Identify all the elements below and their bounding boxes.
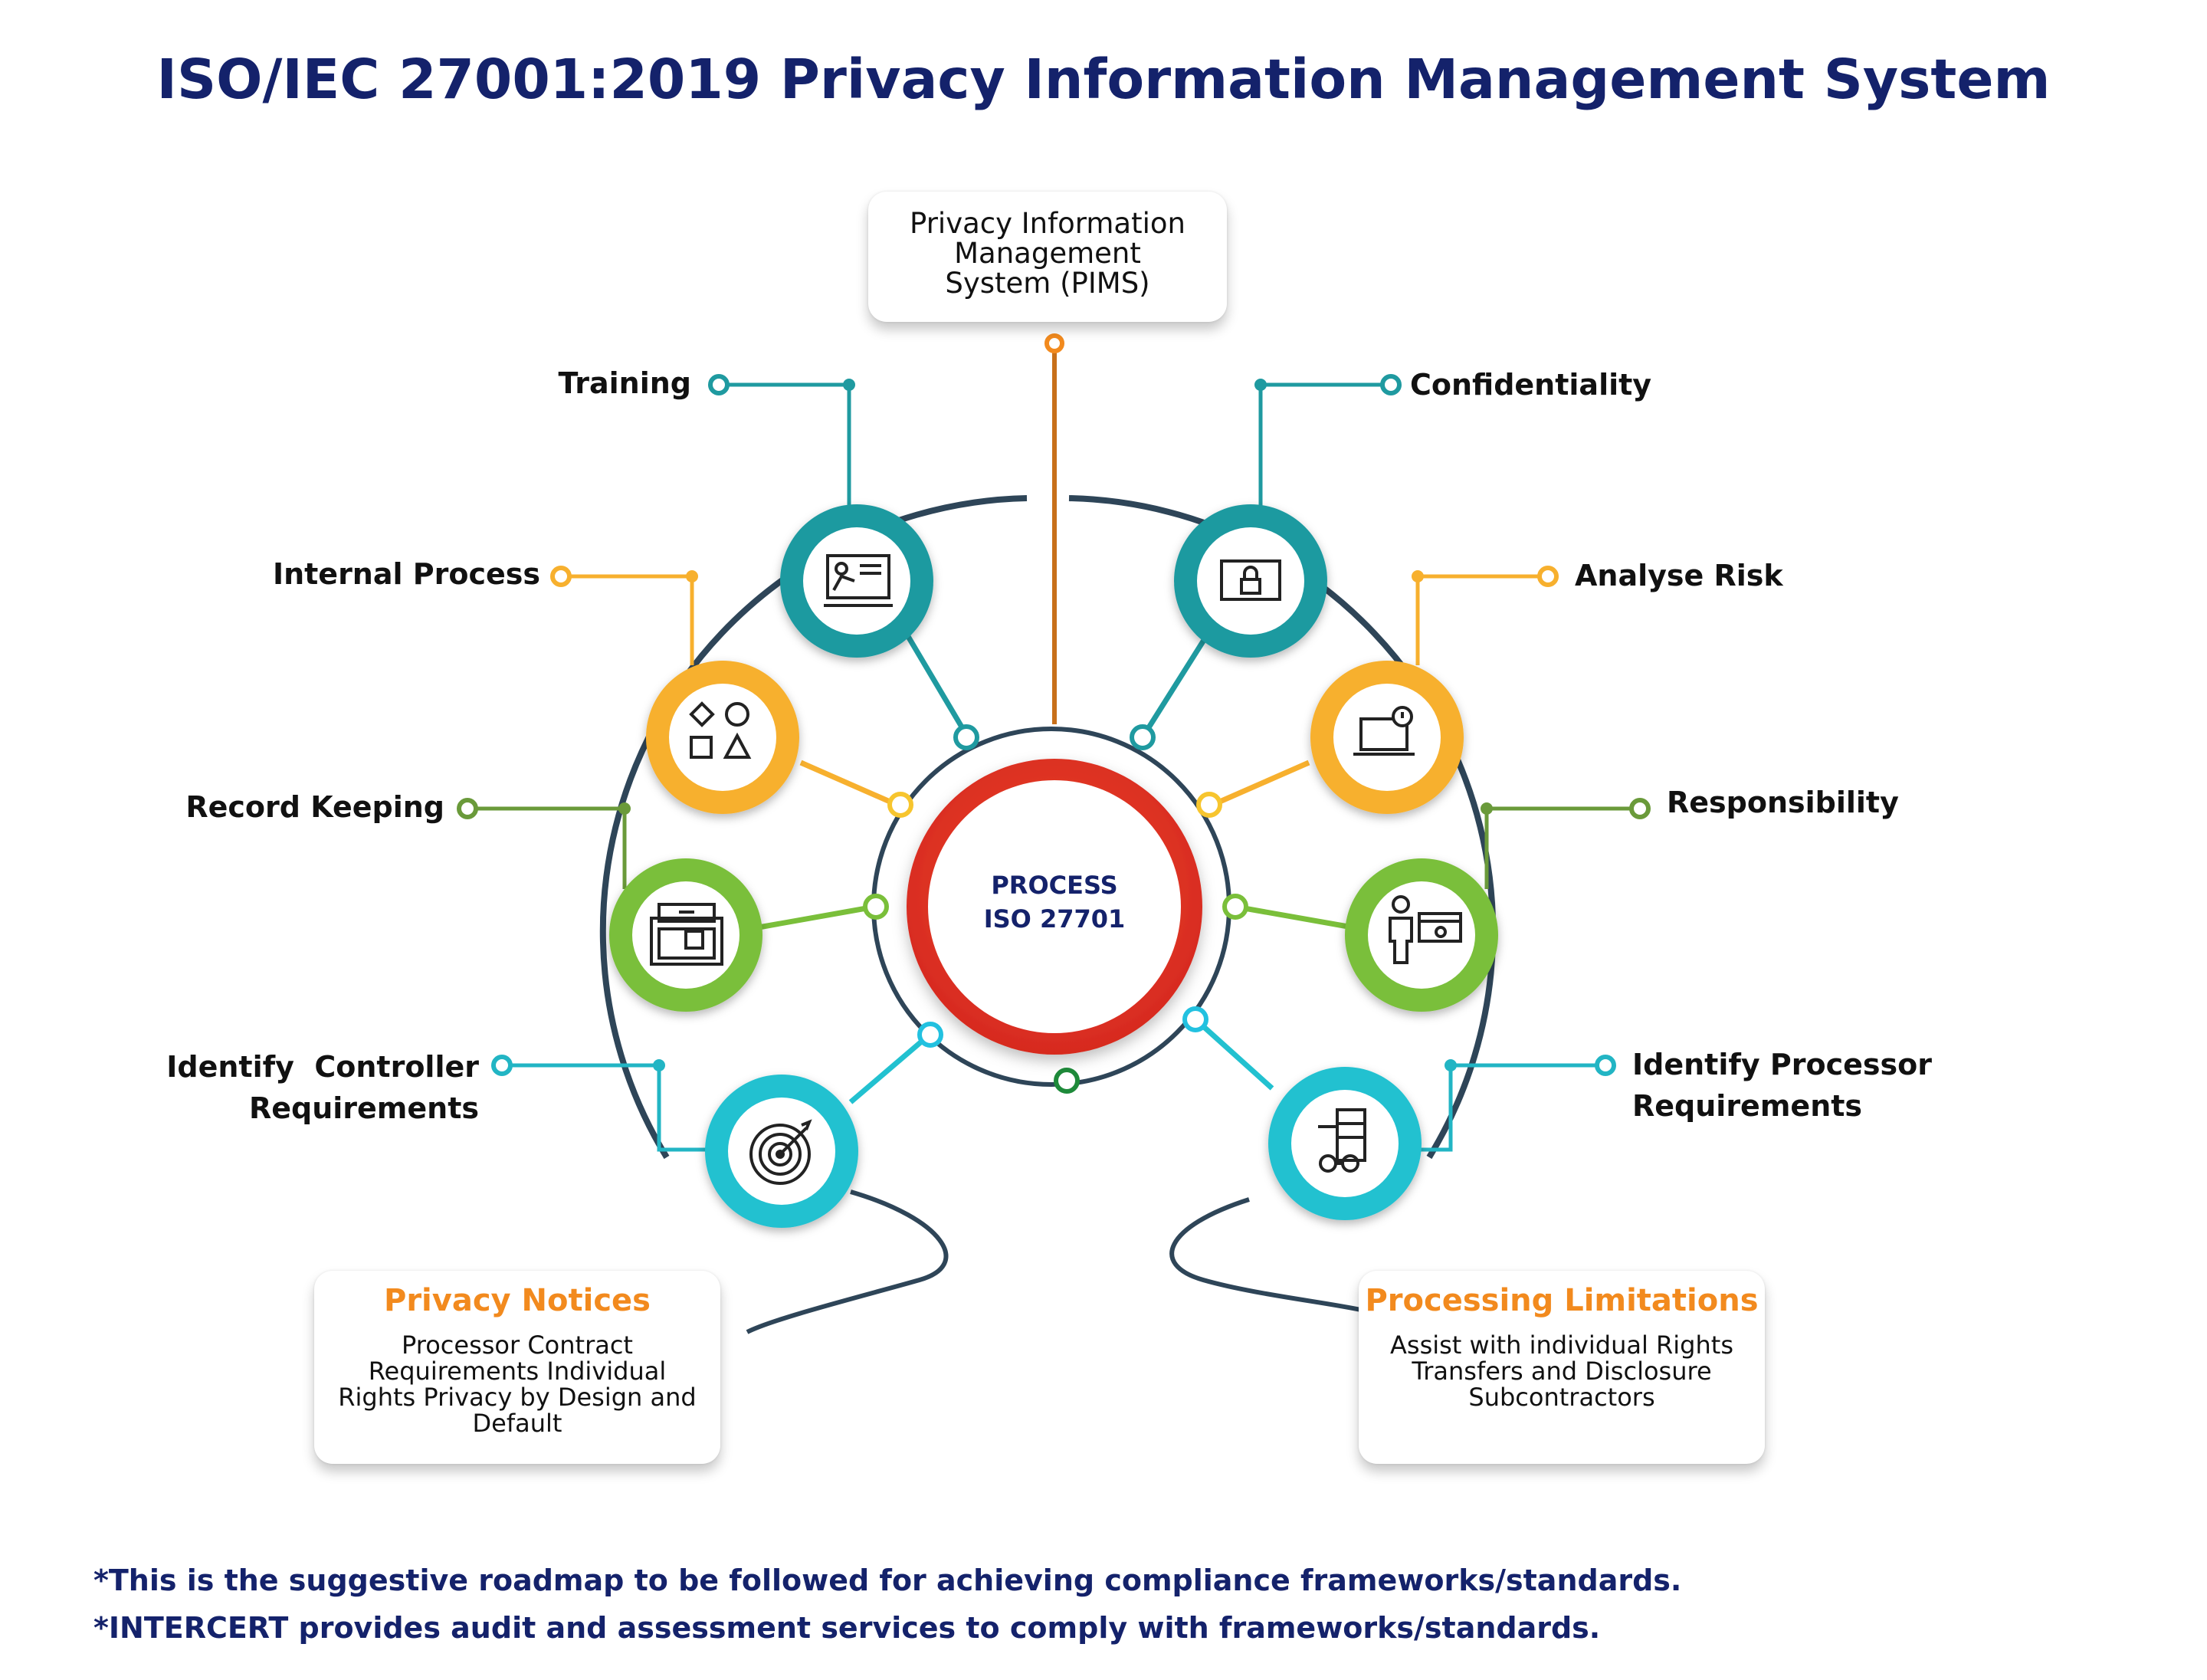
label-responsibility: Responsibility	[1667, 786, 1899, 819]
processing-limitations-card: Processing Limitations Assist with indiv…	[1359, 1271, 1765, 1464]
pims-line-1: Privacy Information	[910, 207, 1185, 240]
privacy-notices-line-2: Requirements Individual	[368, 1357, 667, 1386]
pims-card-text: Privacy Information Management System (P…	[868, 208, 1227, 298]
label-identify-processor-line-2: Requirements	[1632, 1089, 1863, 1123]
processing-limitations-heading: Processing Limitations	[1365, 1283, 1759, 1318]
privacy-notices-body: Processor Contract Requirements Individu…	[314, 1332, 720, 1436]
center-line-2: ISO 27701	[983, 904, 1126, 934]
node-responsibility	[1345, 858, 1498, 1012]
target-icon	[749, 1119, 812, 1185]
leader-lines	[457, 374, 1651, 1152]
processing-limitations-line-3: Subcontractors	[1468, 1383, 1655, 1412]
privacy-notices-heading: Privacy Notices	[384, 1283, 651, 1318]
label-analyse-risk: Analyse Risk	[1575, 559, 1783, 592]
spokes	[758, 615, 1353, 1104]
pims-line-3: System (PIMS)	[945, 267, 1150, 300]
label-internal-process: Internal Process	[272, 557, 540, 591]
lock-screen-icon	[1220, 559, 1281, 601]
server-glasses-icon	[1318, 1108, 1366, 1173]
center-hub-label: PROCESS ISO 27701	[940, 868, 1169, 936]
ring-markers	[863, 724, 1248, 1094]
pims-card: Privacy Information Management System (P…	[868, 192, 1227, 322]
label-identify-processor: Identify Processor Requirements	[1632, 1044, 1932, 1127]
pims-dot	[1044, 333, 1064, 353]
processing-limitations-line-1: Assist with individual Rights	[1390, 1331, 1733, 1360]
privacy-notices-line-4: Default	[472, 1409, 562, 1438]
privacy-notices-line-1: Processor Contract	[402, 1331, 633, 1360]
label-confidentiality: Confidentiality	[1410, 368, 1652, 402]
privacy-notices-card: Privacy Notices Processor Contract Requi…	[314, 1271, 720, 1464]
page-title: ISO/IEC 27001:2019 Privacy Information M…	[156, 48, 2051, 111]
person-dashboard-icon	[1389, 895, 1462, 964]
center-line-1: PROCESS	[991, 871, 1118, 900]
label-training: Training	[558, 366, 692, 400]
curve-left	[746, 1189, 949, 1334]
footnote-2: *INTERCERT provides audit and assessment…	[93, 1611, 1601, 1645]
pims-line-2: Management	[954, 237, 1141, 270]
processing-limitations-line-2: Transfers and Disclosure	[1412, 1357, 1712, 1386]
node-internal-process	[646, 661, 799, 814]
label-identify-controller-line-2: Requirements	[248, 1091, 479, 1125]
curve-right	[1169, 1197, 1372, 1314]
label-identify-controller: Identify Controller Requirements	[166, 1046, 479, 1129]
label-identify-processor-line-1: Identify Processor	[1632, 1048, 1932, 1081]
footnote-1: *This is the suggestive roadmap to be fo…	[93, 1564, 1682, 1597]
privacy-notices-line-3: Rights Privacy by Design and	[338, 1383, 697, 1412]
shapes-icon	[689, 701, 752, 759]
presentation-board-icon	[824, 554, 893, 607]
archive-box-icon	[650, 903, 723, 966]
node-analyse-risk	[1310, 661, 1464, 814]
label-record-keeping: Record Keeping	[185, 790, 444, 824]
laptop-alert-icon	[1353, 706, 1415, 756]
label-identify-controller-line-1: Identify Controller	[166, 1050, 479, 1084]
node-training	[780, 504, 933, 658]
processing-limitations-body: Assist with individual Rights Transfers …	[1359, 1332, 1765, 1410]
center-hub	[907, 759, 1202, 1055]
node-identify-processor	[1268, 1067, 1422, 1220]
